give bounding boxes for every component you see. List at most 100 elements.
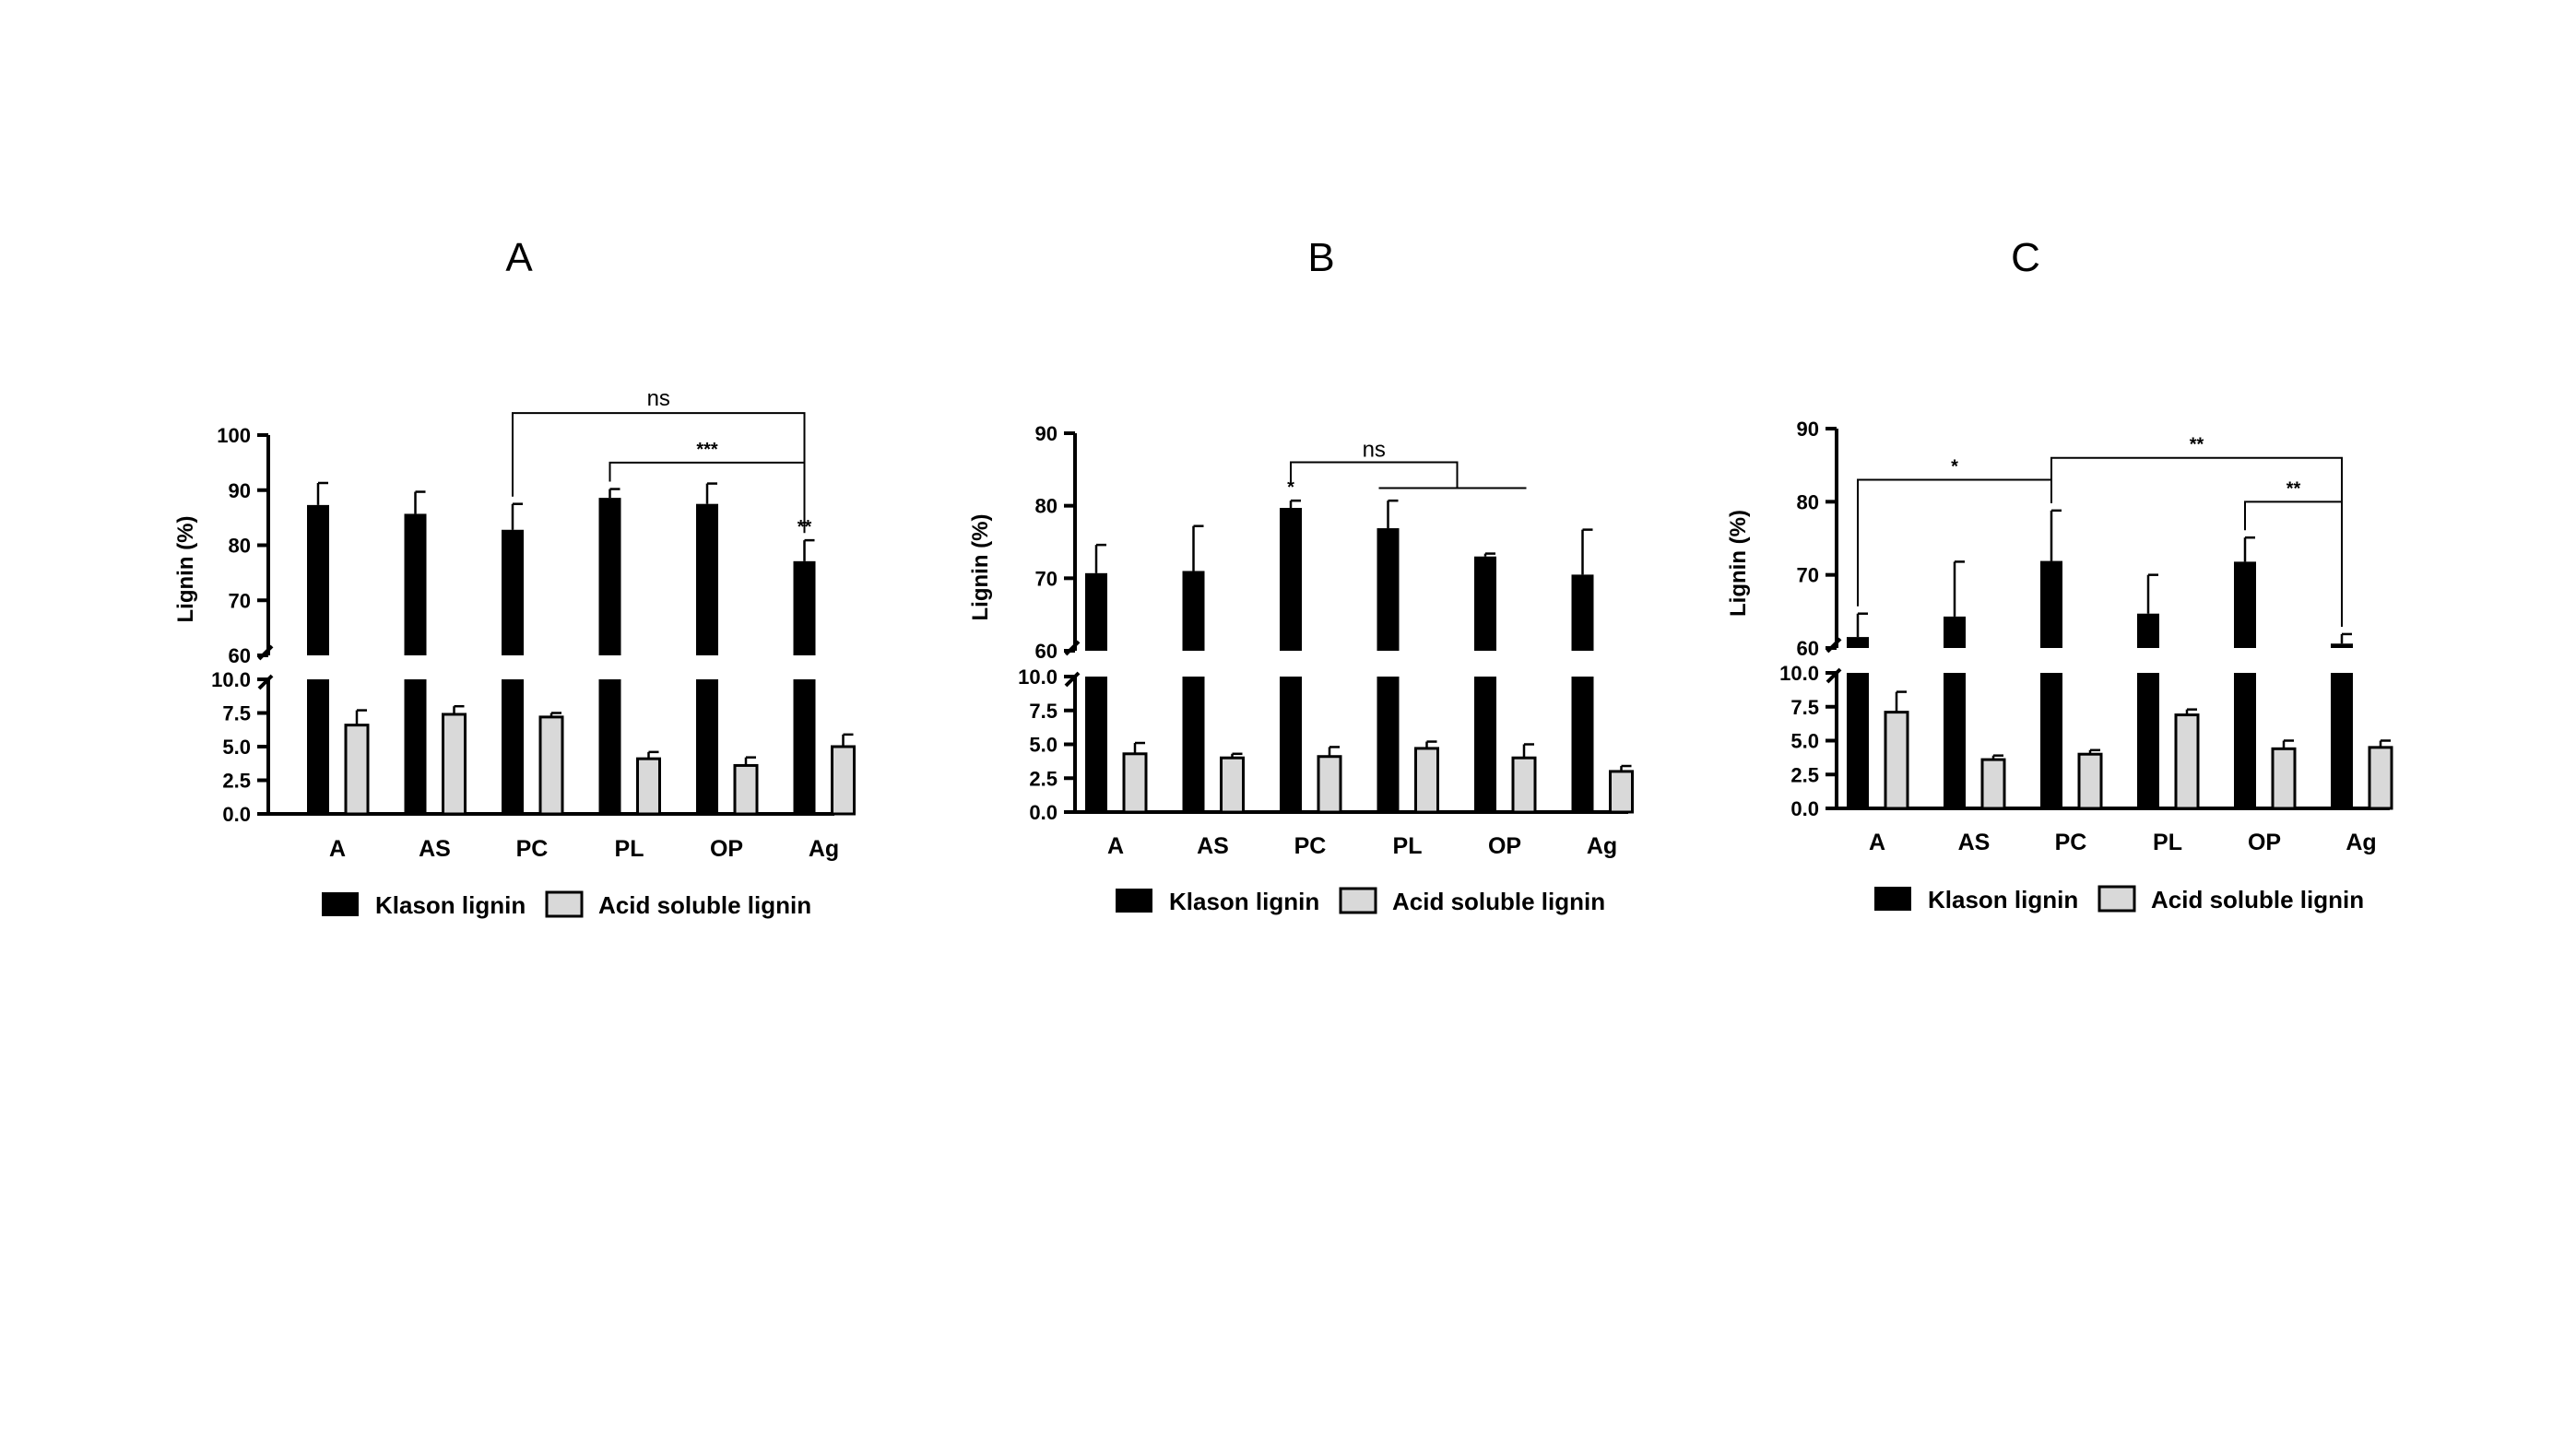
bar-acid xyxy=(2368,746,2393,810)
legend-swatch-acid xyxy=(2097,885,2136,913)
bar-klason-lower xyxy=(1085,677,1107,812)
bar-klason-lower xyxy=(1280,677,1302,812)
category-label: Ag xyxy=(2346,830,2376,855)
category-label: AS xyxy=(1958,830,1991,855)
bar-klason xyxy=(1280,508,1302,651)
bar-acid xyxy=(2271,747,2297,810)
y-tick-label: 2.5 xyxy=(1790,763,1819,786)
bar-klason xyxy=(2234,561,2256,648)
y-tick-label: 10.0 xyxy=(211,668,251,691)
category-label: AS xyxy=(1197,833,1229,859)
bar-klason xyxy=(1944,616,1966,648)
bar-klason xyxy=(598,498,621,655)
legend-label-klason: Klason lignin xyxy=(1169,888,1319,915)
bar-klason-lower xyxy=(1377,677,1400,812)
bar-klason-lower xyxy=(696,679,718,814)
significance-label: ns xyxy=(1363,437,1386,462)
bar-klason-lower xyxy=(2331,673,2353,808)
y-tick-label: 7.5 xyxy=(222,702,251,725)
significance-label: ns xyxy=(647,386,670,411)
bar-acid xyxy=(733,763,759,816)
bar-klason xyxy=(2331,643,2353,648)
y-tick-label: 80 xyxy=(1035,495,1058,518)
bar-klason-lower xyxy=(793,679,816,814)
bar-klason-lower xyxy=(1944,673,1966,808)
bar-acid xyxy=(1220,756,1245,814)
significance-bracket xyxy=(1290,461,1459,489)
legend-label-acid: Acid soluble lignin xyxy=(2151,886,2364,913)
y-tick-label: 80 xyxy=(229,535,251,558)
bar-acid xyxy=(1884,711,1909,810)
y-tick-label: 0.0 xyxy=(1790,797,1819,820)
legend-swatch-klason xyxy=(1116,889,1152,913)
y-tick-label: 5.0 xyxy=(1029,734,1058,757)
y-tick-label: 10.0 xyxy=(1018,666,1058,689)
y-tick-label: 70 xyxy=(1035,567,1058,590)
y-tick-label: 60 xyxy=(1797,637,1819,660)
y-tick-label: 2.5 xyxy=(1029,767,1058,790)
bar-acid xyxy=(538,715,564,816)
bar-klason-lower xyxy=(2234,673,2256,808)
legend-swatch-klason xyxy=(1874,887,1911,911)
bar-klason xyxy=(793,560,816,655)
panel-letter: C xyxy=(2011,235,2040,280)
category-label: AS xyxy=(419,836,451,862)
significance-label: * xyxy=(1951,457,1958,477)
bar-klason-lower xyxy=(1182,677,1205,812)
significance-marker: ** xyxy=(798,517,812,537)
y-tick-label: 5.0 xyxy=(222,736,251,759)
bar-klason xyxy=(1085,572,1107,651)
y-tick-label: 0.0 xyxy=(1029,801,1058,824)
category-label: A xyxy=(329,836,346,862)
legend-label-klason: Klason lignin xyxy=(1928,886,2078,913)
significance-bracket xyxy=(512,412,806,534)
bar-klason-lower xyxy=(1474,677,1496,812)
bar-klason xyxy=(1571,574,1594,651)
axis-break-mark xyxy=(1826,667,1842,684)
category-label: PC xyxy=(516,836,549,862)
y-tick-label: 60 xyxy=(229,644,251,667)
bar-klason xyxy=(1377,528,1400,651)
significance-bracket xyxy=(609,461,806,534)
bar-acid xyxy=(2077,752,2103,810)
bar-klason xyxy=(1847,637,1869,648)
legend-label-acid: Acid soluble lignin xyxy=(1392,888,1605,915)
panel-letter: A xyxy=(505,235,533,280)
bar-klason-lower xyxy=(404,679,427,814)
bar-acid xyxy=(1414,747,1439,814)
category-label: Ag xyxy=(809,836,839,862)
significance-marker: * xyxy=(1287,477,1294,498)
y-tick-label: 90 xyxy=(1035,422,1058,445)
y-tick-label: 10.0 xyxy=(1779,662,1819,685)
bar-klason xyxy=(2040,560,2062,648)
bar-klason-lower xyxy=(307,679,329,814)
category-label: PL xyxy=(1393,833,1423,859)
y-tick-label: 90 xyxy=(1797,418,1819,441)
y-tick-label: 70 xyxy=(1797,564,1819,587)
y-axis-label: Lignin (%) xyxy=(968,514,993,621)
axis-break-mark xyxy=(1064,671,1081,688)
bar-acid xyxy=(1122,752,1148,814)
legend-label-klason: Klason lignin xyxy=(375,891,526,919)
category-label: Ag xyxy=(1587,833,1617,859)
bar-acid xyxy=(344,724,370,816)
category-label: OP xyxy=(1488,833,1521,859)
chart-panel-b: B 90 80 70 60 10.0 7.5 5.0 2.5 0.0 Lignin (%) A AS PC… xyxy=(968,235,1634,915)
y-axis-label: Lignin (%) xyxy=(173,516,198,623)
y-tick-label: 2.5 xyxy=(222,770,251,793)
y-tick-label: 5.0 xyxy=(1790,730,1819,753)
bar-acid xyxy=(831,745,856,816)
category-label: PC xyxy=(1294,833,1327,859)
bar-acid xyxy=(636,757,661,816)
bar-klason xyxy=(696,503,718,655)
category-label: PL xyxy=(615,836,644,862)
category-label: A xyxy=(1107,833,1124,859)
legend-swatch-acid xyxy=(1339,887,1377,914)
category-label: OP xyxy=(2248,830,2281,855)
legend-swatch-klason xyxy=(322,892,359,916)
significance-label: *** xyxy=(696,440,718,460)
category-label: PC xyxy=(2055,830,2087,855)
bar-acid xyxy=(1609,770,1634,814)
